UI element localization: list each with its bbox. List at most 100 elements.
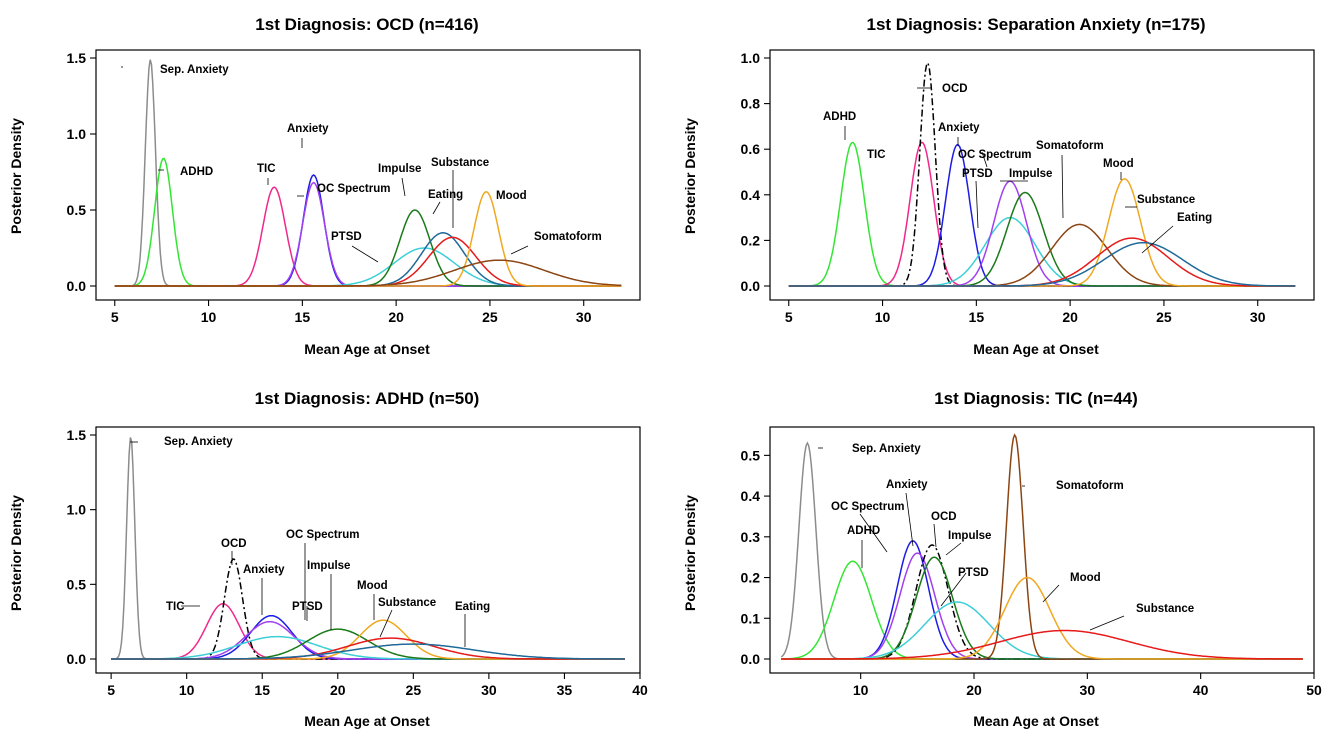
- series-adhd-line: [781, 560, 1303, 660]
- annotation-impulse: Impulse: [378, 163, 421, 175]
- annotation-adhd: ADHD: [823, 111, 856, 123]
- series-substance-line: [111, 637, 625, 660]
- annotation-tic: TIC: [867, 149, 886, 161]
- annotation-eating: Eating: [455, 601, 490, 613]
- y-tick-label: 0.0: [741, 651, 761, 667]
- x-tick-label: 25: [1156, 309, 1172, 325]
- y-tick-label: 0.1: [741, 610, 761, 626]
- annotation-oc-spectrum: OC Spectrum: [831, 501, 905, 513]
- annotation-ptsd: PTSD: [331, 231, 362, 243]
- annotation-sep-anxiety: Sep. Anxiety: [852, 443, 921, 455]
- series-ptsd-line: [781, 601, 1303, 660]
- y-tick-label: 0.2: [741, 570, 761, 586]
- x-tick-label: 15: [254, 682, 270, 698]
- annotation-leader: [510, 245, 529, 255]
- series-tic-line: [111, 602, 625, 660]
- x-tick-label: 35: [557, 682, 573, 698]
- series-adhd-line: [788, 141, 1296, 287]
- y-tick-label: 1.5: [67, 50, 87, 66]
- y-tick-label: 0.2: [741, 232, 761, 248]
- annotation-anxiety: Anxiety: [938, 122, 980, 134]
- annotation-sep-anxiety: Sep. Anxiety: [164, 436, 233, 448]
- plot-area: 5 10 15 20 25 30 0.0 0.2 0.4 0.6 0.8 1.0 ADHD TIC OCD A…: [741, 49, 1315, 325]
- annotation-ocd: OCD: [221, 538, 247, 550]
- series-ocd-line: [111, 558, 625, 660]
- y-axis-label: Posterior Density: [682, 118, 698, 234]
- x-axis-label: Mean Age at Onset: [973, 341, 1099, 357]
- panel-title: 1st Diagnosis: Separation Anxiety (n=175…: [867, 15, 1206, 34]
- x-tick-label: 20: [1062, 309, 1078, 325]
- y-axis-label: Posterior Density: [8, 495, 24, 611]
- y-tick-label: 0.5: [741, 447, 761, 463]
- x-tick-label: 25: [482, 309, 498, 325]
- series-ocd-line: [781, 544, 1303, 660]
- x-tick-label: 5: [107, 682, 115, 698]
- annotation-anxiety: Anxiety: [886, 479, 928, 491]
- annotation-mood: Mood: [357, 580, 388, 592]
- annotation-oc-spectrum: OC Spectrum: [317, 183, 391, 195]
- y-tick-label: 0.0: [67, 651, 87, 667]
- annotation-somatoform: Somatoform: [534, 231, 602, 243]
- series-impulse-line: [781, 556, 1303, 660]
- annotation-leader: [933, 523, 937, 548]
- y-tick-label: 0.6: [741, 141, 761, 157]
- plot-frame: [95, 426, 641, 674]
- annotation-leader: [379, 609, 393, 638]
- annotation-leader: [981, 151, 988, 168]
- annotation-mood: Mood: [496, 190, 527, 202]
- y-tick-label: 1.0: [741, 50, 761, 66]
- panel-separation-anxiety: 1st Diagnosis: Separation Anxiety (n=175…: [682, 15, 1315, 357]
- annotation-mood: Mood: [1103, 158, 1134, 170]
- y-axis-label: Posterior Density: [8, 118, 24, 234]
- x-tick-label: 10: [179, 682, 195, 698]
- annotation-ocd: OCD: [931, 511, 957, 523]
- y-tick-label: 0.3: [741, 529, 761, 545]
- x-tick-label: 30: [576, 309, 592, 325]
- x-tick-label: 5: [111, 309, 119, 325]
- series-anxiety-line: [781, 540, 1303, 660]
- x-tick-label: 20: [388, 309, 404, 325]
- series-eating-line: [788, 241, 1296, 287]
- annotation-leader: [1141, 225, 1174, 254]
- annotation-leader: [940, 572, 967, 607]
- series-ptsd-line: [788, 216, 1296, 287]
- panel-title: 1st Diagnosis: OCD (n=416): [255, 15, 478, 34]
- annotation-anxiety: Anxiety: [243, 564, 285, 576]
- plot-area: 5 10 15 20 25 30 0.0 0.5 1.0 1.5 Sep. Anxiety ADHD T…: [67, 49, 641, 325]
- annotation-eating: Eating: [428, 189, 463, 201]
- y-tick-label: 1.0: [67, 126, 87, 142]
- annotation-ptsd: PTSD: [292, 601, 323, 613]
- series-substance-line: [781, 629, 1303, 660]
- panel-ocd: 1st Diagnosis: OCD (n=416) Mean Age at O…: [8, 15, 641, 357]
- annotation-tic: TIC: [166, 601, 185, 613]
- annotation-impulse: Impulse: [307, 560, 350, 572]
- annotation-ptsd: PTSD: [962, 168, 993, 180]
- series-somatoform-line: [781, 433, 1303, 660]
- annotation-somatoform: Somatoform: [1056, 480, 1124, 492]
- y-axis-label: Posterior Density: [682, 495, 698, 611]
- y-tick-label: 0.4: [741, 488, 761, 504]
- x-axis-label: Mean Age at Onset: [304, 341, 430, 357]
- series-anxiety-line: [788, 143, 1296, 287]
- x-tick-label: 20: [966, 682, 982, 698]
- y-tick-label: 0.4: [741, 187, 761, 203]
- annotation-oc-spectrum: OC Spectrum: [286, 529, 360, 541]
- x-tick-label: 15: [969, 309, 985, 325]
- annotation-leader: [1061, 154, 1064, 219]
- annotation-impulse: Impulse: [948, 530, 991, 542]
- series-somatoform-line: [114, 259, 622, 287]
- x-axis-label: Mean Age at Onset: [304, 713, 430, 729]
- annotation-substance: Substance: [1137, 194, 1195, 206]
- x-tick-label: 10: [853, 682, 869, 698]
- x-tick-label: 10: [875, 309, 891, 325]
- x-tick-label: 25: [406, 682, 422, 698]
- plot-area: 5 10 15 20 25 30 35 40 0.0 0.5 1.0 1.5 Sep. Anxiety T…: [67, 426, 648, 698]
- panel-title: 1st Diagnosis: TIC (n=44): [934, 389, 1138, 408]
- x-tick-label: 5: [785, 309, 793, 325]
- series-mood-line: [781, 576, 1303, 660]
- annotation-impulse: Impulse: [1009, 168, 1052, 180]
- plot-frame: [769, 49, 1315, 301]
- series-tic-line: [788, 141, 1296, 287]
- annotation-ptsd: PTSD: [958, 567, 989, 579]
- annotation-adhd: ADHD: [847, 525, 880, 537]
